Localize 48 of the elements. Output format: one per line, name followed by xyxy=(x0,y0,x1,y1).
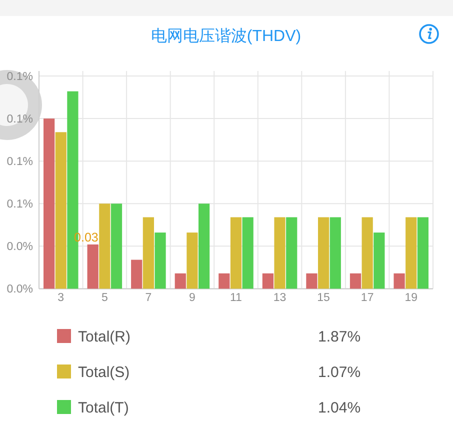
bar xyxy=(362,217,373,289)
x-tick-label: 17 xyxy=(360,292,374,304)
bar xyxy=(406,217,417,289)
bar xyxy=(218,273,230,289)
bar xyxy=(87,244,98,289)
bar xyxy=(230,217,242,289)
bar xyxy=(55,132,66,289)
bar xyxy=(142,217,154,289)
x-tick-label: 11 xyxy=(230,292,242,304)
bar xyxy=(306,273,318,289)
x-tick-label: 19 xyxy=(404,292,418,304)
bar xyxy=(131,260,142,289)
y-tick-label: 0.1% xyxy=(6,114,33,126)
bar xyxy=(198,204,210,289)
y-tick-label: 0.1% xyxy=(6,156,33,168)
x-tick-label: 15 xyxy=(317,292,330,304)
text: 1.87% xyxy=(318,328,361,346)
bar xyxy=(330,217,341,289)
y-tick-label: 0.1% xyxy=(6,198,33,211)
x-tick-label: 9 xyxy=(189,292,196,304)
bar xyxy=(44,118,55,289)
chart-title: 电网电压谐波(THDV) xyxy=(150,27,302,45)
x-tick-label: 5 xyxy=(101,292,108,304)
bar xyxy=(154,232,166,289)
y-tick-label: 0.0% xyxy=(6,241,33,254)
x-tick-label: 3 xyxy=(58,292,64,304)
text: 1.07% xyxy=(318,364,361,381)
y-tick-label: 0.1% xyxy=(6,71,33,84)
y-tick-label: 0.0% xyxy=(6,284,33,296)
bar xyxy=(417,217,428,289)
bar xyxy=(174,273,186,289)
bar xyxy=(374,232,385,289)
bar xyxy=(242,217,254,289)
bar xyxy=(99,204,110,289)
x-tick-label: 13 xyxy=(273,292,286,304)
x-tick-label: 7 xyxy=(145,292,152,304)
bar xyxy=(110,204,122,289)
text: 1.04% xyxy=(318,399,361,416)
bar xyxy=(350,273,362,289)
bar xyxy=(274,217,286,289)
legend-label: Total(T) xyxy=(78,399,129,416)
legend-label: Total(R) xyxy=(78,328,131,346)
bar xyxy=(394,273,405,289)
bar xyxy=(286,217,298,289)
bar xyxy=(262,273,274,289)
bar xyxy=(318,217,330,289)
bar xyxy=(186,232,198,289)
legend-label: Total(S) xyxy=(78,364,130,381)
